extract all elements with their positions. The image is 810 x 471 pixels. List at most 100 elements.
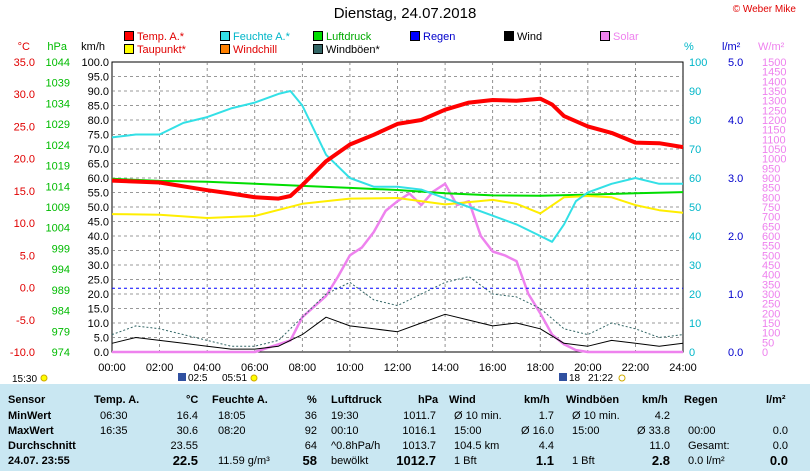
solar-axis-label: 1050: [762, 144, 786, 156]
legend-item: Temp. A.*: [124, 31, 184, 43]
legend-item: Taupunkt*: [124, 44, 186, 56]
weather-chart: 00:00 02:00 04:00 06:00 08:00 10:00 12:00 14:00…: [10, 41, 787, 384]
wind-axis-label: 90.0: [88, 86, 109, 98]
legend-item: Windböen*: [313, 44, 380, 56]
solar-axis-label: 500: [762, 250, 780, 262]
credit-text: © Weber Mike: [732, 4, 796, 15]
x-tick-label: 22:00: [622, 362, 650, 374]
sunset-icon: [618, 374, 626, 382]
stats-header-temp: Temp. A.: [94, 394, 140, 406]
stats-cell-hum-t: 18:05: [218, 410, 246, 422]
solar-axis-label: 650: [762, 221, 780, 233]
temp-axis-label: 10.0: [14, 218, 35, 230]
solar-axis-label: 250: [762, 299, 780, 311]
wind-axis-label: 5.0: [94, 333, 109, 345]
stats-cell-gust-t: 15:00: [572, 425, 600, 437]
x-tick-label: 08:00: [289, 362, 317, 374]
solar-axis-label: 550: [762, 241, 780, 253]
stats-cell-gust-v: 2.8: [651, 453, 670, 468]
solar-axis-label: 1150: [762, 125, 786, 137]
sunrise-icon: [250, 374, 258, 382]
x-tick-label: 12:00: [384, 362, 412, 374]
stats-header-press-unit: hPa: [418, 394, 439, 406]
stats-cell-wind-v: 1.1: [535, 453, 554, 468]
legend-item: Regen: [410, 31, 455, 43]
wind-axis-label: 40.0: [88, 231, 109, 243]
stats-cell-wind-t: 1 Bft: [454, 455, 477, 467]
legend-label: Temp. A.*: [137, 31, 185, 43]
legend-swatch: [124, 44, 134, 54]
legend-item: Luftdruck: [313, 31, 371, 43]
sun-marker: [40, 374, 48, 382]
solar-axis-label: 1450: [762, 67, 786, 79]
solar-axis-label: 700: [762, 212, 780, 224]
stats-cell-gust-v: Ø 33.8: [636, 425, 670, 437]
legend-swatch: [600, 31, 610, 41]
solar-axis-label: 750: [762, 202, 780, 214]
sunrise-label: 05:51: [222, 373, 247, 384]
legend-swatch: [124, 31, 134, 41]
stats-cell-hum-t: 08:20: [218, 425, 246, 437]
solar-axis-label: 1350: [762, 86, 786, 98]
legend-swatch: [220, 44, 230, 54]
rain-axis-label: 4.0: [728, 115, 743, 127]
legend-swatch: [313, 31, 323, 41]
humidity-axis-label: 30: [689, 260, 701, 272]
solar-axis-label: 1300: [762, 96, 786, 108]
x-tick-label: 18:00: [526, 362, 554, 374]
wind-axis-label: 65.0: [88, 159, 109, 171]
stats-cell-label: Durchschnitt: [8, 440, 76, 452]
legend-swatch: [313, 44, 323, 54]
series-temp-a: [111, 96, 684, 201]
sunset-label: 21:22: [588, 373, 613, 384]
legend-label: Solar: [613, 31, 639, 43]
stats-header-hum: Feuchte A.: [212, 394, 268, 406]
stats-cell-temp-v: 22.5: [172, 453, 198, 468]
legend-label: Luftdruck: [326, 31, 372, 43]
stats-cell-wind-t: 15:00: [454, 425, 482, 437]
stats-cell-hum-t: 11.59 g/m³: [218, 455, 270, 467]
humidity-axis-label: 40: [689, 231, 701, 243]
rain-axis-label: 0.0: [728, 347, 743, 359]
stats-cell-press-t: 19:30: [331, 410, 359, 422]
stats-header-gust-unit: km/h: [642, 394, 668, 406]
wind-axis-label: 70.0: [88, 144, 109, 156]
wind-axis-label: 50.0: [88, 202, 109, 214]
temp-axis-label: 20.0: [14, 154, 35, 166]
pressure-axis-label: 999: [52, 243, 70, 255]
twilight-start-label: 02:5: [188, 373, 208, 384]
x-tick-label: 16:00: [479, 362, 507, 374]
wind-axis-label: 75.0: [88, 130, 109, 142]
solar-axis-label: 450: [762, 260, 780, 272]
stats-cell-hum-v: 64: [304, 440, 317, 452]
stats-cell-gust-t: Ø 10 min.: [572, 410, 620, 422]
rain-axis-label: 3.0: [728, 173, 743, 185]
stats-cell-wind-v: 1.7: [538, 410, 554, 422]
series-wind: [111, 313, 684, 350]
legend-item: Windchill: [220, 44, 277, 56]
stats-table: Sensor Temp. A. °C Feuchte A. % Luftdruc…: [0, 384, 810, 471]
stats-cell-label: MinWert: [8, 410, 52, 422]
twilight-icon: [178, 373, 186, 381]
pressure-axis-label: 1034: [46, 98, 70, 110]
stats-cell-rain-v: 0.0: [772, 440, 788, 452]
wind-axis-unit: km/h: [81, 41, 105, 53]
wind-axis-label: 55.0: [88, 188, 109, 200]
stats-cell-press-v: 1016.1: [402, 425, 436, 437]
solar-axis-label: 1400: [762, 76, 786, 88]
temp-axis-label: -5.0: [16, 315, 35, 327]
pressure-axis-label: 1014: [46, 181, 70, 193]
solar-axis-label: 200: [762, 308, 780, 320]
wind-axis-label: 25.0: [88, 275, 109, 287]
solar-axis-label: 100: [762, 328, 780, 340]
stats-header-wind-unit: km/h: [524, 394, 550, 406]
wind-axis-label: 100.0: [81, 57, 109, 69]
x-tick-label: 20:00: [574, 362, 602, 374]
temp-axis-label: 35.0: [14, 57, 35, 69]
x-tick-label: 00:00: [98, 362, 126, 374]
stats-cell-press-v: 1013.7: [402, 440, 436, 452]
stats-cell-wind-t: 104.5 km: [454, 440, 500, 452]
x-tick-label: 10:00: [336, 362, 364, 374]
left-time-label: 15:30: [12, 374, 37, 384]
legend-item: Feuchte A.*: [220, 31, 290, 43]
